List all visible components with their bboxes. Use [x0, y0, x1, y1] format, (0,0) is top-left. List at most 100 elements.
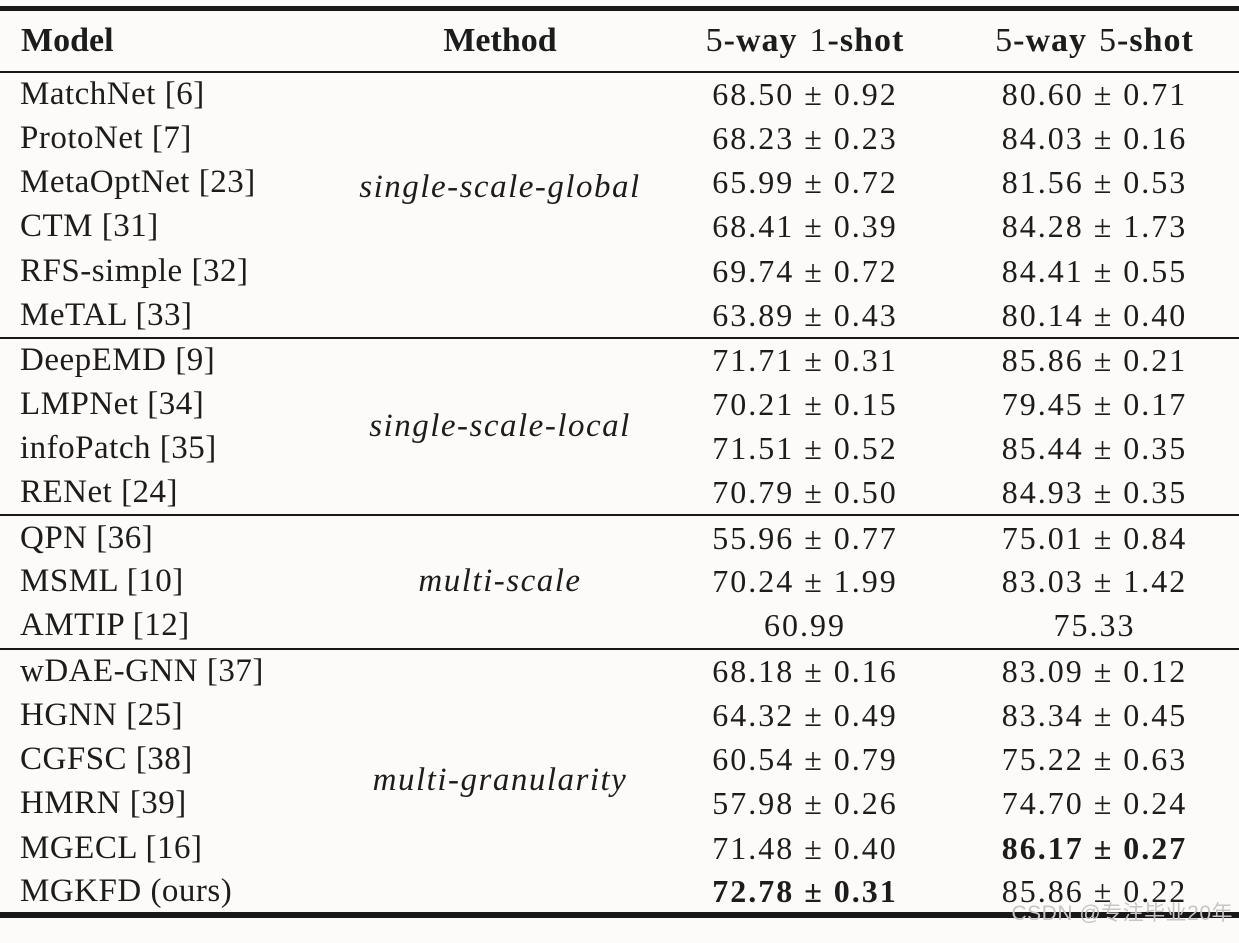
one-shot-cell: 57.98 ± 0.26: [712, 785, 898, 822]
table-row: RENet [24] 70.79 ± 0.50 84.93 ± 0.35: [0, 471, 1239, 515]
table-row: LMPNet [34] 70.21 ± 0.15 79.45 ± 0.17: [0, 382, 1239, 426]
one-shot-cell: 68.18 ± 0.16: [712, 652, 898, 689]
header-word: -way: [1013, 21, 1088, 59]
five-shot-cell: 75.22 ± 0.63: [1001, 741, 1188, 778]
one-shot-cell: 71.48 ± 0.40: [712, 829, 898, 866]
one-shot-cell: 60.99: [764, 607, 846, 644]
one-shot-cell: 60.54 ± 0.79: [712, 741, 898, 778]
five-shot-cell: 80.60 ± 0.71: [1001, 75, 1188, 112]
five-shot-cell: 83.34 ± 0.45: [1001, 696, 1188, 733]
one-shot-cell: 55.96 ± 0.77: [712, 519, 898, 556]
model-cell: QPN [36]: [20, 519, 154, 556]
five-shot-cell: 84.28 ± 1.73: [1001, 208, 1188, 245]
method-label: single-scale-local: [369, 408, 631, 445]
header-digit: 5: [1099, 21, 1118, 59]
five-shot-cell: 84.03 ± 0.16: [1001, 119, 1188, 156]
five-shot-cell: 85.86 ± 0.22: [1001, 872, 1188, 909]
table-row: DeepEMD [9] single-scale-local 71.71 ± 0…: [0, 338, 1239, 444]
five-shot-cell: 85.44 ± 0.35: [1001, 430, 1188, 467]
table-row: ProtoNet [7] 68.23 ± 0.23 84.03 ± 0.16: [0, 116, 1239, 160]
method-cell: multi-scale: [340, 515, 660, 648]
five-shot-cell: 75.33: [1053, 607, 1136, 644]
one-shot-cell: 65.99 ± 0.72: [712, 163, 898, 200]
table-row: MGECL [16] 71.48 ± 0.40 86.17 ± 0.27: [0, 826, 1239, 870]
table-row: MSML [10] 70.24 ± 1.99 83.03 ± 1.42: [0, 560, 1239, 604]
method-label: single-scale-global: [359, 169, 641, 206]
table-row: AMTIP [12] 60.99 75.33: [0, 604, 1239, 648]
model-cell: MSML [10]: [20, 563, 184, 600]
table-row: MeTAL [33] 63.89 ± 0.43 80.14 ± 0.40: [0, 293, 1239, 337]
table-row: wDAE-GNN [37] multi-granularity 68.18 ± …: [0, 649, 1239, 798]
method-label: multi-scale: [418, 563, 582, 600]
model-cell: HGNN [25]: [20, 696, 184, 733]
col-header-5way-5shot: 5-way 5-shot: [950, 8, 1239, 73]
model-cell: wDAE-GNN [37]: [20, 652, 264, 689]
table-row: HMRN [39] 57.98 ± 0.26 74.70 ± 0.24: [0, 782, 1239, 826]
one-shot-cell: 71.71 ± 0.31: [712, 342, 898, 379]
one-shot-cell: 70.21 ± 0.15: [712, 385, 898, 422]
group-single-scale-local: DeepEMD [9] single-scale-local 71.71 ± 0…: [0, 337, 1239, 516]
header-row: Model Method 5-way 1-shot 5-way 5-shot: [0, 8, 1239, 73]
model-cell: MGECL [16]: [20, 829, 203, 866]
model-cell: CTM [31]: [20, 208, 159, 245]
five-shot-cell: 75.01 ± 0.84: [1001, 519, 1188, 556]
model-cell: HMRN [39]: [20, 785, 187, 822]
model-cell: RFS-simple [32]: [20, 252, 249, 289]
header-digit: 1: [809, 21, 828, 59]
one-shot-cell: 64.32 ± 0.49: [712, 696, 898, 733]
model-cell: RENet [24]: [20, 474, 179, 511]
model-cell: CGFSC [38]: [20, 741, 193, 778]
method-cell: multi-granularity: [340, 649, 660, 915]
method-cell: single-scale-local: [340, 338, 660, 516]
table-row: MetaOptNet [23] 65.99 ± 0.72 81.56 ± 0.5…: [0, 160, 1239, 204]
model-cell: MetaOptNet [23]: [20, 163, 256, 200]
col-header-model: Model: [0, 8, 340, 73]
table-row: infoPatch [35] 71.51 ± 0.52 85.44 ± 0.35: [0, 427, 1239, 471]
table-row: QPN [36] multi-scale 55.96 ± 0.77 75.01 …: [0, 515, 1239, 600]
five-shot-cell: 80.14 ± 0.40: [1001, 296, 1188, 333]
one-shot-cell-best: 72.78 ± 0.31: [712, 872, 898, 909]
model-cell: DeepEMD [9]: [20, 342, 216, 379]
method-label: multi-granularity: [372, 762, 628, 799]
header-word: -way: [723, 21, 798, 59]
model-cell: ProtoNet [7]: [20, 119, 192, 156]
method-cell: single-scale-global: [340, 72, 660, 338]
five-shot-cell: 84.41 ± 0.55: [1001, 252, 1188, 289]
one-shot-cell: 70.79 ± 0.50: [712, 474, 898, 511]
model-cell: MGKFD (ours): [20, 872, 233, 909]
five-shot-cell: 74.70 ± 0.24: [1001, 785, 1188, 822]
table-header: Model Method 5-way 1-shot 5-way 5-shot: [0, 8, 1239, 73]
col-header-method: Method: [340, 8, 660, 73]
group-multi-scale: QPN [36] multi-scale 55.96 ± 0.77 75.01 …: [0, 515, 1239, 648]
model-cell: infoPatch [35]: [20, 430, 217, 467]
model-cell: AMTIP [12]: [20, 607, 190, 644]
results-table: Model Method 5-way 1-shot 5-way 5-shot Mat…: [0, 6, 1239, 918]
col-header-5way-1shot: 5-way 1-shot: [660, 8, 950, 73]
one-shot-cell: 69.74 ± 0.72: [712, 252, 898, 289]
one-shot-cell: 70.24 ± 1.99: [712, 563, 898, 600]
one-shot-cell: 68.50 ± 0.92: [712, 75, 898, 112]
five-shot-cell: 81.56 ± 0.53: [1001, 163, 1188, 200]
five-shot-cell: 83.09 ± 0.12: [1001, 652, 1188, 689]
header-word: -shot: [1117, 21, 1194, 59]
header-digit: 5: [995, 21, 1014, 59]
five-shot-cell: 83.03 ± 1.42: [1001, 563, 1188, 600]
one-shot-cell: 68.23 ± 0.23: [712, 119, 898, 156]
table-row: MatchNet [6] single-scale-global 68.50 ±…: [0, 72, 1239, 205]
header-digit: 5: [705, 21, 724, 59]
five-shot-cell: 85.86 ± 0.21: [1001, 342, 1188, 379]
model-cell: LMPNet [34]: [20, 385, 205, 422]
model-cell: MeTAL [33]: [20, 296, 193, 333]
five-shot-cell: 84.93 ± 0.35: [1001, 474, 1188, 511]
five-shot-cell: 79.45 ± 0.17: [1001, 385, 1188, 422]
table-row: CGFSC [38] 60.54 ± 0.79 75.22 ± 0.63: [0, 737, 1239, 781]
one-shot-cell: 68.41 ± 0.39: [712, 208, 898, 245]
table-row: HGNN [25] 64.32 ± 0.49 83.34 ± 0.45: [0, 693, 1239, 737]
csdn-watermark: CSDN @专注毕业20年: [1011, 902, 1233, 925]
model-cell: MatchNet [6]: [20, 75, 205, 112]
one-shot-cell: 71.51 ± 0.52: [712, 430, 898, 467]
group-multi-granularity: wDAE-GNN [37] multi-granularity 68.18 ± …: [0, 648, 1239, 915]
one-shot-cell: 63.89 ± 0.43: [712, 296, 898, 333]
table-row: CTM [31] 68.41 ± 0.39 84.28 ± 1.73: [0, 205, 1239, 249]
